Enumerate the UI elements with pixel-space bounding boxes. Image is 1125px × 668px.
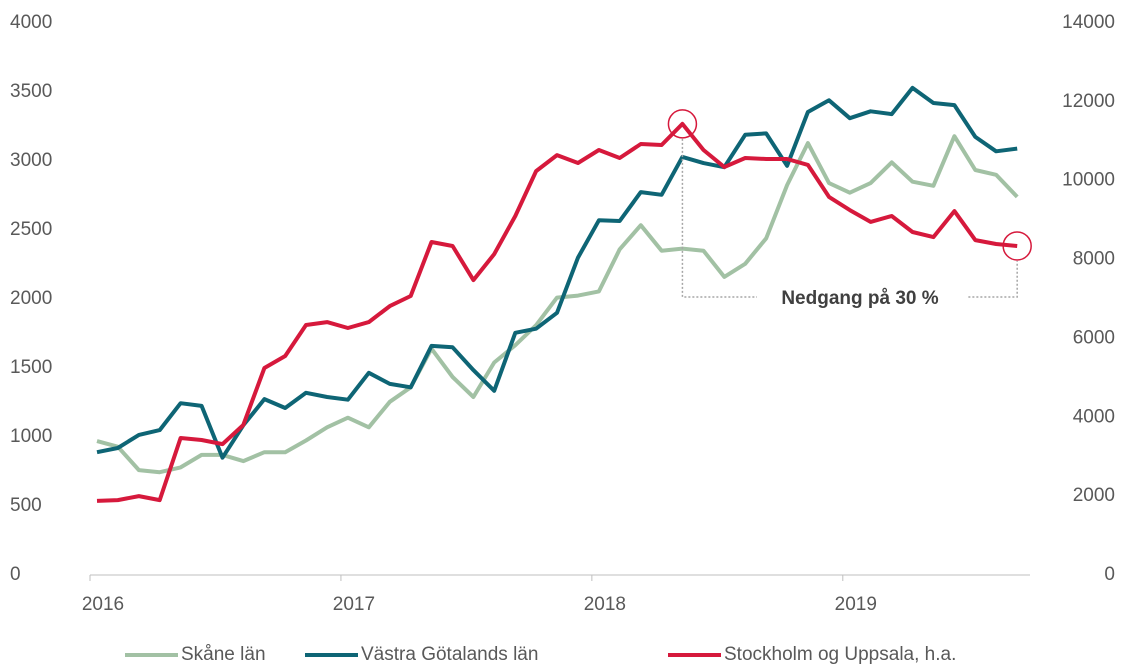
y-tick-label: 3500	[10, 81, 52, 102]
legend-label: Stockholm og Uppsala, h.a.	[724, 644, 956, 665]
series-line	[96, 134, 1019, 475]
y2-tick-label: 12000	[1062, 91, 1115, 112]
y2-tick-label: 2000	[1073, 485, 1115, 506]
y2-tick-label: 6000	[1073, 327, 1115, 348]
y2-tick-label: 0	[1104, 564, 1115, 585]
x-tick-label: 2016	[82, 594, 124, 615]
x-tick-label: 2019	[835, 594, 877, 615]
y-tick-label: 1500	[10, 357, 52, 378]
y2-tick-label: 10000	[1062, 170, 1115, 191]
series-line	[96, 85, 1018, 460]
y-tick-label: 2500	[10, 219, 52, 240]
y-tick-label: 2000	[10, 288, 52, 309]
x-tick-label: 2018	[584, 594, 626, 615]
y2-tick-label: 4000	[1073, 406, 1115, 427]
y2-tick-label: 14000	[1062, 12, 1115, 33]
annotation: Nedgang på 30 %	[781, 288, 938, 309]
annotation-bg	[757, 282, 967, 312]
y-tick-label: 500	[10, 495, 42, 516]
y-tick-label: 0	[10, 564, 21, 585]
legend-label: Skåne län	[181, 644, 266, 665]
highlight-circle	[667, 109, 698, 139]
y2-tick-label: 8000	[1073, 249, 1115, 270]
highlight-circle	[1002, 231, 1032, 261]
y-tick-label: 4000	[10, 12, 52, 33]
legend-label: Västra Götalands län	[361, 644, 538, 665]
y-tick-label: 3000	[10, 150, 52, 171]
x-tick-label: 2017	[333, 594, 375, 615]
series-line	[96, 121, 1018, 503]
y-tick-label: 1000	[10, 426, 52, 447]
